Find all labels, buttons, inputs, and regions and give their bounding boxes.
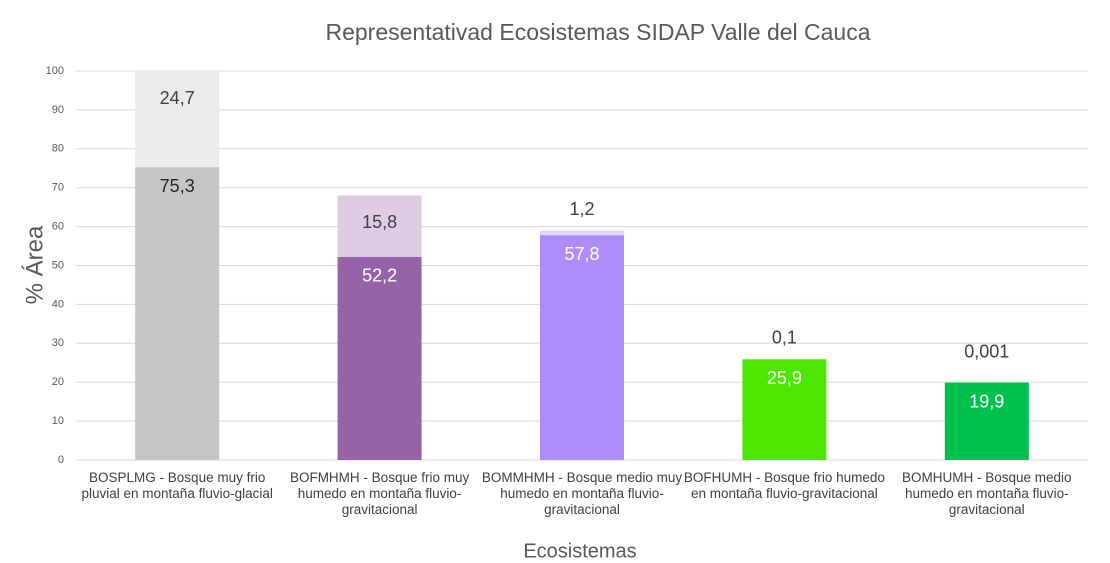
data-label: 24,7: [160, 88, 195, 108]
x-tick-label: BOFHUMH - Bosque frio humedo en montaña …: [683, 470, 885, 501]
chart-title: Representativad Ecosistemas SIDAP Valle …: [325, 19, 870, 45]
y-tick-label: 80: [52, 143, 64, 155]
y-tick-label: 0: [58, 454, 64, 466]
y-tick-label: 10: [52, 415, 64, 427]
data-label: 0,1: [772, 328, 797, 348]
bar-segment: [742, 359, 827, 460]
y-tick-label: 40: [52, 298, 64, 310]
data-label: 15,8: [362, 212, 397, 232]
x-axis-title: Ecosistemas: [523, 540, 636, 562]
y-tick-label: 20: [52, 376, 64, 388]
x-tick-label: BOMMHMH - Bosque medio muy humedo en mon…: [481, 470, 683, 517]
data-label: 25,9: [767, 368, 802, 388]
data-label: 1,2: [569, 199, 594, 219]
y-axis-title: % Área: [21, 225, 48, 304]
bar-segment: [135, 71, 220, 168]
bar-segment: [337, 195, 422, 257]
bar-segment: [135, 167, 220, 460]
y-tick-label: 70: [52, 182, 64, 194]
data-label: 0,001: [964, 341, 1009, 361]
x-tick-label: BOFMHMH - Bosque frio muy humedo en mont…: [289, 470, 470, 517]
bar-segment: [337, 256, 422, 460]
y-tick-label: 100: [46, 65, 64, 77]
bar-segment: [944, 382, 1029, 460]
x-tick-label: BOMHUMH - Bosque medio humedo en montaña…: [902, 470, 1072, 517]
data-label: 75,3: [160, 176, 195, 196]
bar-segment: [540, 235, 624, 460]
data-label: 57,8: [564, 244, 599, 264]
y-tick-label: 90: [52, 104, 64, 116]
y-tick-label: 50: [52, 259, 64, 271]
data-label: 19,9: [969, 391, 1004, 411]
y-tick-label: 30: [52, 337, 64, 349]
y-tick-label: 60: [52, 221, 64, 233]
bar-segment: [540, 230, 624, 236]
data-label: 52,2: [362, 266, 397, 286]
x-tick-label: BOSPLMG - Bosque muy frio pluvial en mon…: [81, 470, 273, 501]
